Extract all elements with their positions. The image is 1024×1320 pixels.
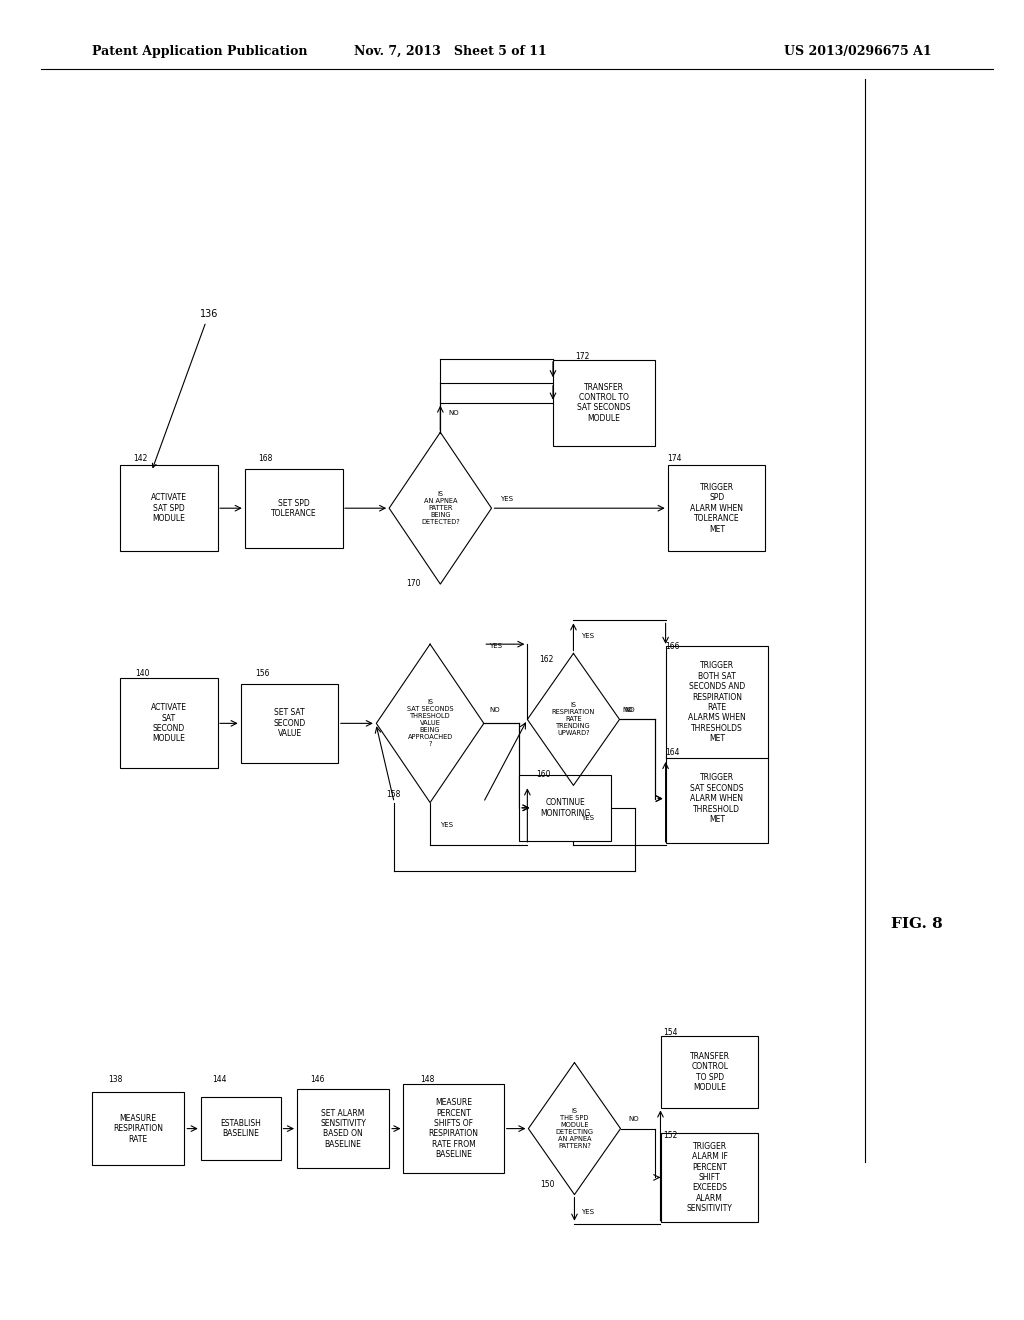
Polygon shape [389, 433, 492, 583]
Text: 150: 150 [541, 1180, 555, 1188]
Text: IS
AN APNEA
PATTER
BEING
DETECTED?: IS AN APNEA PATTER BEING DETECTED? [421, 491, 460, 525]
Text: 142: 142 [133, 454, 147, 462]
Text: TRANSFER
CONTROL
TO SPD
MODULE: TRANSFER CONTROL TO SPD MODULE [689, 1052, 730, 1092]
Text: 148: 148 [420, 1076, 434, 1084]
Text: 158: 158 [386, 791, 400, 799]
Text: MEASURE
PERCENT
SHIFTS OF
RESPIRATION
RATE FROM
BASELINE: MEASURE PERCENT SHIFTS OF RESPIRATION RA… [429, 1098, 478, 1159]
Text: CONTINUE
MONITORING: CONTINUE MONITORING [540, 799, 591, 817]
Text: TRANSFER
CONTROL TO
SAT SECONDS
MODULE: TRANSFER CONTROL TO SAT SECONDS MODULE [578, 383, 631, 422]
Text: YES: YES [581, 1209, 594, 1214]
Text: 170: 170 [407, 579, 421, 587]
FancyBboxPatch shape [121, 466, 218, 552]
Text: 156: 156 [255, 669, 269, 677]
Text: YES: YES [440, 822, 454, 828]
Text: 172: 172 [575, 352, 590, 360]
FancyBboxPatch shape [662, 1133, 758, 1222]
FancyBboxPatch shape [666, 754, 768, 843]
Text: 164: 164 [666, 748, 680, 756]
FancyBboxPatch shape [297, 1089, 389, 1168]
Text: IS
SAT SECONDS
THRESHOLD
VALUE
BEING
APPROACHED
?: IS SAT SECONDS THRESHOLD VALUE BEING APP… [407, 700, 454, 747]
Text: 166: 166 [666, 643, 680, 651]
Text: IS
RESPIRATION
RATE
TRENDING
UPWARD?: IS RESPIRATION RATE TRENDING UPWARD? [552, 702, 595, 737]
FancyBboxPatch shape [242, 684, 338, 763]
FancyBboxPatch shape [519, 775, 611, 841]
Polygon shape [528, 1063, 621, 1195]
FancyBboxPatch shape [246, 469, 342, 548]
Text: 138: 138 [109, 1076, 123, 1084]
Text: SET SPD
TOLERANCE: SET SPD TOLERANCE [271, 499, 316, 517]
FancyBboxPatch shape [92, 1093, 184, 1166]
FancyBboxPatch shape [201, 1097, 281, 1160]
Text: 136: 136 [153, 309, 218, 467]
Text: 154: 154 [664, 1028, 678, 1036]
FancyBboxPatch shape [668, 466, 765, 552]
Text: NO: NO [449, 409, 459, 416]
Text: 162: 162 [540, 656, 554, 664]
Polygon shape [377, 644, 483, 803]
Text: Nov. 7, 2013   Sheet 5 of 11: Nov. 7, 2013 Sheet 5 of 11 [354, 45, 547, 58]
FancyBboxPatch shape [553, 359, 655, 446]
Text: US 2013/0296675 A1: US 2013/0296675 A1 [784, 45, 932, 58]
FancyBboxPatch shape [662, 1035, 758, 1109]
Text: 144: 144 [212, 1076, 226, 1084]
Text: FIG. 8: FIG. 8 [891, 917, 942, 931]
Text: NO: NO [489, 706, 500, 713]
Text: 174: 174 [668, 454, 682, 462]
FancyBboxPatch shape [121, 678, 218, 768]
FancyBboxPatch shape [403, 1084, 504, 1173]
Text: Patent Application Publication: Patent Application Publication [92, 45, 307, 58]
Text: MEASURE
RESPIRATION
RATE: MEASURE RESPIRATION RATE [114, 1114, 163, 1143]
Text: 146: 146 [310, 1076, 325, 1084]
Text: TRIGGER
BOTH SAT
SECONDS AND
RESPIRATION
RATE
ALARMS WHEN
THRESHOLDS
MET: TRIGGER BOTH SAT SECONDS AND RESPIRATION… [688, 661, 745, 743]
Text: 168: 168 [258, 454, 272, 462]
Text: TRIGGER
SPD
ALARM WHEN
TOLERANCE
MET: TRIGGER SPD ALARM WHEN TOLERANCE MET [690, 483, 743, 533]
Text: 160: 160 [537, 771, 551, 779]
Text: TRIGGER
ALARM IF
PERCENT
SHIFT
EXCEEDS
ALARM
SENSITIVITY: TRIGGER ALARM IF PERCENT SHIFT EXCEEDS A… [687, 1142, 732, 1213]
Text: YES: YES [489, 643, 503, 649]
Text: ACTIVATE
SAT
SECOND
MODULE: ACTIVATE SAT SECOND MODULE [151, 704, 187, 743]
Text: NO: NO [625, 706, 635, 713]
Text: SET SAT
SECOND
VALUE: SET SAT SECOND VALUE [273, 709, 306, 738]
Text: YES: YES [500, 495, 513, 502]
Text: NO: NO [629, 1115, 639, 1122]
Polygon shape [527, 653, 620, 785]
Text: YES: YES [581, 632, 594, 639]
Text: TRIGGER
SAT SECONDS
ALARM WHEN
THRESHOLD
MET: TRIGGER SAT SECONDS ALARM WHEN THRESHOLD… [690, 774, 743, 824]
Text: ACTIVATE
SAT SPD
MODULE: ACTIVATE SAT SPD MODULE [151, 494, 187, 523]
Text: 152: 152 [664, 1131, 678, 1139]
Text: YES: YES [581, 816, 594, 821]
Text: ESTABLISH
BASELINE: ESTABLISH BASELINE [220, 1119, 261, 1138]
Text: SET ALARM
SENSITIVITY
BASED ON
BASELINE: SET ALARM SENSITIVITY BASED ON BASELINE [321, 1109, 366, 1148]
FancyBboxPatch shape [666, 645, 768, 758]
Text: NO: NO [623, 708, 633, 713]
Text: IS
THE SPD
MODULE
DETECTING
AN APNEA
PATTERN?: IS THE SPD MODULE DETECTING AN APNEA PAT… [555, 1107, 594, 1150]
Text: 140: 140 [135, 669, 150, 677]
